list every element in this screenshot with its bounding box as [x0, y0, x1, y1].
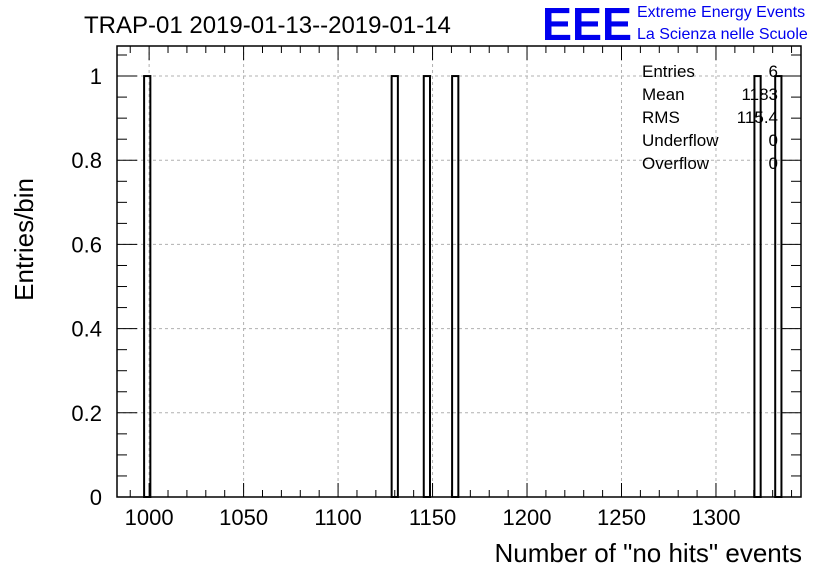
logo-line-2: La Scienza nelle Scuole	[637, 26, 808, 43]
y-tick-label-1: 0.2	[71, 401, 102, 426]
stats-label-2: RMS	[642, 108, 680, 127]
y-tick-label-3: 0.6	[71, 232, 102, 257]
histogram-bar-3	[451, 75, 460, 498]
histogram-bar-0	[143, 75, 152, 498]
x-tick-labels: 1000 1050 1100 1150 1200 1250 1300	[125, 505, 741, 530]
stats-label-1: Mean	[642, 85, 685, 104]
y-tick-label-2: 0.4	[71, 317, 102, 342]
stats-value-1: 1183	[741, 85, 778, 104]
stats-box: Entries 6 Mean 1183 RMS 115.4 Underflow 0 Overfl…	[642, 62, 778, 173]
eee-logo-mark: EEE	[542, 0, 632, 50]
histogram-bar-4	[753, 75, 762, 498]
stats-label-4: Overflow	[642, 154, 710, 173]
plot-frame	[116, 45, 802, 498]
x-tick-label-0: 1000	[125, 505, 174, 530]
x-tick-label-1: 1050	[219, 505, 268, 530]
y-tick-labels: 0 0.2 0.4 0.6 0.8 1	[71, 64, 102, 510]
x-tick-label-2: 1100	[314, 505, 361, 530]
x-tick-label-5: 1250	[597, 505, 646, 530]
stats-value-3: 0	[769, 131, 778, 150]
stats-value-0: 6	[769, 62, 778, 81]
histogram-bar-1	[390, 75, 399, 498]
y-tick-label-4: 0.8	[71, 148, 102, 173]
axis-ticks	[117, 46, 801, 498]
x-axis-title: Number of "no hits" events	[495, 538, 803, 568]
logo-line-1: Extreme Energy Events	[637, 4, 805, 21]
stats-label-0: Entries	[642, 62, 695, 81]
histogram-bar-2	[422, 75, 431, 498]
eee-logo: EEE Extreme Energy Events La Scienza nel…	[542, 0, 808, 50]
x-tick-label-3: 1150	[409, 505, 456, 530]
y-tick-label-5: 1	[90, 64, 102, 89]
x-tick-label-6: 1300	[691, 505, 740, 530]
x-tick-label-4: 1200	[503, 505, 552, 530]
y-axis-title: Entries/bin	[9, 178, 39, 301]
stats-label-3: Underflow	[642, 131, 719, 150]
stats-value-4: 0	[769, 154, 778, 173]
y-tick-label-0: 0	[90, 485, 102, 510]
chart-title: TRAP-01 2019-01-13--2019-01-14	[84, 12, 451, 39]
stats-value-2: 115.4	[737, 108, 778, 127]
